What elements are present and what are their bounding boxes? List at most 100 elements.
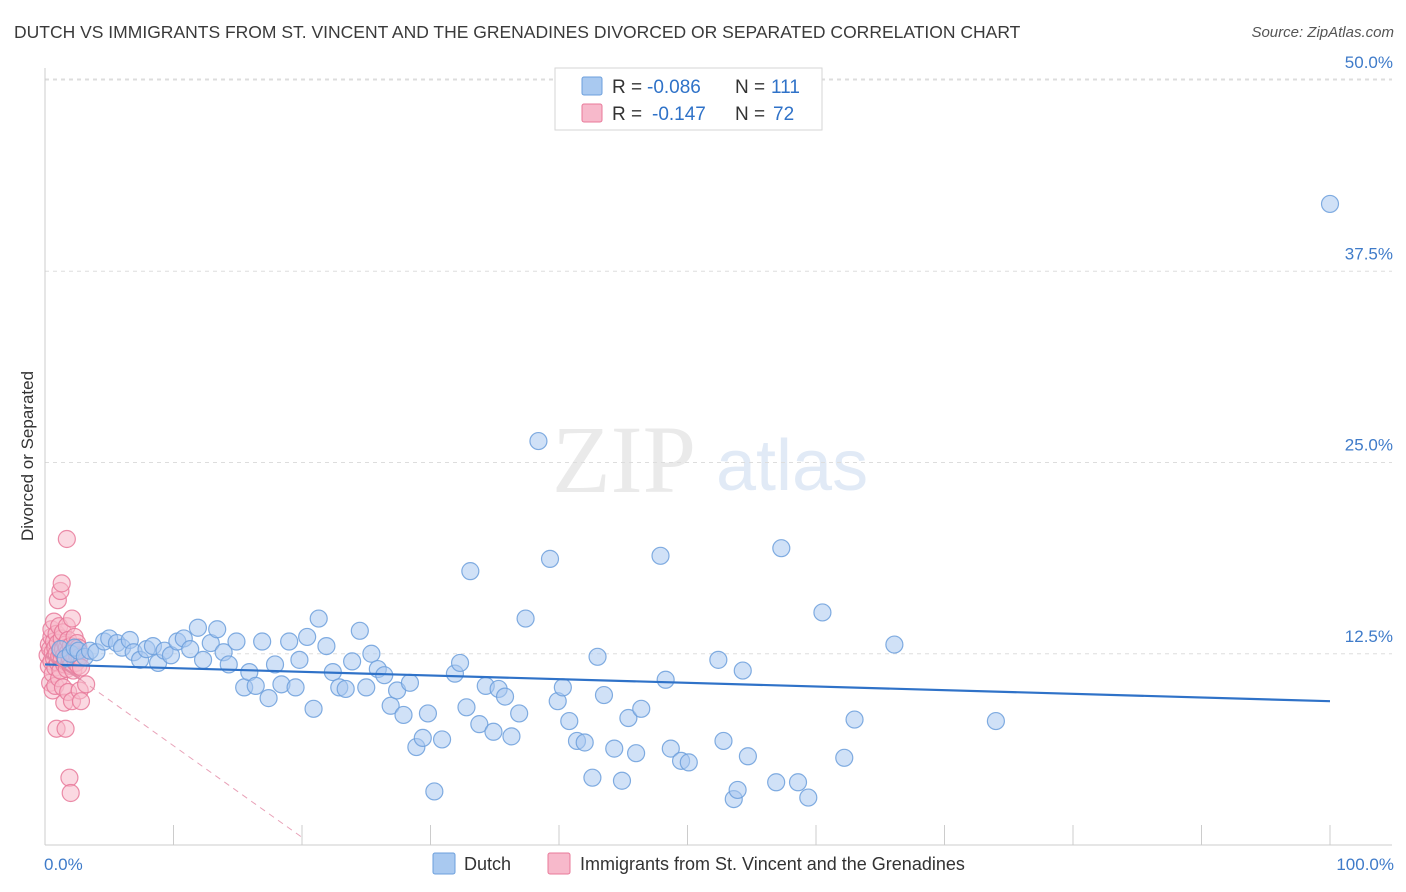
dutch-point-47	[343, 652, 362, 671]
legend-n-value-immigrants: 72	[773, 104, 794, 125]
y-axis-tick-labels: 12.5% 25.0% 37.5% 50.0%	[1345, 53, 1393, 646]
trend-lines	[44, 654, 1331, 838]
series-legend-label-dutch: Dutch	[464, 854, 511, 874]
dutch-point-26	[208, 620, 227, 639]
x-axis-tick-labels: 0.0% 100.0%	[44, 855, 1394, 874]
dutch-point-24	[193, 650, 213, 669]
dutch-point-103	[799, 788, 818, 807]
x-axis-ticks	[44, 825, 1331, 845]
dutch-point-75	[540, 549, 560, 568]
immigrants-point-71	[57, 529, 76, 549]
dutch-point-66	[470, 715, 489, 734]
legend-r-value-immigrants: -0.147	[652, 104, 706, 125]
x-tick-label-min: 0.0%	[44, 855, 83, 874]
dutch-point-105	[835, 748, 854, 767]
dutch-point-74	[529, 431, 548, 451]
y-tick-label-0: 12.5%	[1345, 627, 1393, 646]
dutch-point-53	[381, 696, 400, 715]
dutch-point-70	[495, 687, 515, 706]
dutch-point-39	[290, 650, 309, 669]
dutch-point-106	[845, 710, 864, 729]
source-label: Source: ZipAtlas.com	[1251, 24, 1394, 41]
immigrants-point-69	[71, 692, 91, 711]
dutch-point-108	[986, 711, 1006, 731]
dutch-point-43	[317, 636, 336, 656]
trend-line-immigrants-extension	[80, 679, 303, 838]
dutch-point-102	[788, 773, 808, 792]
legend-r-value-dutch: -0.086	[647, 77, 701, 98]
immigrants-point-54	[62, 609, 82, 628]
immigrants-point-31	[52, 574, 71, 593]
dutch-point-63	[450, 653, 470, 673]
dutch-point-65	[461, 562, 480, 581]
axes	[44, 68, 1392, 846]
series-dutch-points	[51, 194, 1340, 809]
y-tick-label-3: 50.0%	[1345, 53, 1393, 72]
dutch-point-97	[728, 780, 747, 800]
dutch-point-87	[626, 744, 646, 763]
dutch-point-90	[656, 670, 675, 689]
legend-swatch-immigrants	[581, 103, 603, 123]
dutch-point-83	[594, 685, 614, 705]
dutch-point-55	[394, 705, 413, 725]
dutch-point-98	[733, 661, 752, 680]
dutch-point-64	[457, 698, 476, 717]
series-legend-label-immigrants: Immigrants from St. Vincent and the Gren…	[580, 854, 965, 874]
dutch-point-34	[259, 689, 278, 708]
dutch-point-84	[605, 739, 624, 758]
y-tick-label-2: 37.5%	[1345, 244, 1393, 263]
dutch-point-29	[227, 632, 246, 651]
dutch-point-59	[418, 704, 438, 723]
dutch-point-38	[286, 678, 305, 697]
dutch-point-91	[661, 739, 680, 758]
legend-n-label-immigrants: N =	[735, 104, 765, 125]
dutch-point-99	[738, 747, 757, 766]
stats-legend: R = -0.086 N = 111 R = -0.147 N = 72	[554, 67, 823, 131]
immigrants-point-49	[60, 768, 79, 787]
dutch-point-81	[583, 768, 602, 787]
dutch-point-77	[553, 678, 572, 697]
dutch-point-22	[181, 640, 200, 659]
dutch-point-85	[612, 771, 632, 790]
immigrants-point-40	[56, 719, 75, 738]
chart-title: DUTCH VS IMMIGRANTS FROM ST. VINCENT AND…	[14, 22, 1021, 42]
dutch-point-78	[560, 711, 579, 731]
legend-r-label-dutch: R =	[612, 77, 642, 98]
legend-n-value-dutch: 111	[771, 77, 800, 98]
dutch-point-80	[575, 733, 594, 752]
dutch-point-68	[484, 722, 503, 741]
dutch-point-50	[362, 644, 381, 663]
dutch-point-72	[510, 704, 529, 723]
dutch-point-61	[432, 730, 452, 749]
dutch-point-40	[298, 627, 317, 647]
dutch-point-32	[246, 676, 265, 695]
dutch-point-33	[253, 632, 272, 651]
dutch-point-94	[709, 650, 728, 669]
gridlines	[45, 78, 1392, 655]
legend-swatch-dutch	[581, 76, 603, 96]
dutch-point-23	[188, 618, 208, 637]
series-legend-swatch-dutch	[432, 852, 456, 875]
immigrants-point-52	[61, 783, 80, 803]
dutch-point-58	[413, 728, 432, 748]
dutch-point-42	[309, 609, 328, 628]
dutch-point-71	[502, 727, 521, 746]
dutch-point-73	[516, 609, 535, 628]
y-tick-label-1: 25.0%	[1345, 436, 1393, 455]
dutch-point-95	[714, 731, 733, 751]
series-legend: Dutch Immigrants from St. Vincent and th…	[432, 852, 965, 875]
dutch-point-56	[400, 673, 420, 692]
dutch-point-104	[813, 603, 832, 622]
dutch-point-107	[885, 635, 904, 654]
dutch-point-89	[651, 546, 670, 565]
dutch-point-60	[425, 782, 444, 801]
dutch-point-35	[265, 655, 285, 674]
watermark-zip: ZIP	[552, 406, 696, 513]
dutch-point-41	[304, 699, 323, 718]
dutch-point-109	[1320, 194, 1340, 214]
dutch-point-101	[772, 539, 791, 558]
dutch-point-86	[619, 708, 638, 728]
dutch-point-93	[679, 753, 698, 772]
series-legend-swatch-immigrants	[547, 852, 571, 875]
